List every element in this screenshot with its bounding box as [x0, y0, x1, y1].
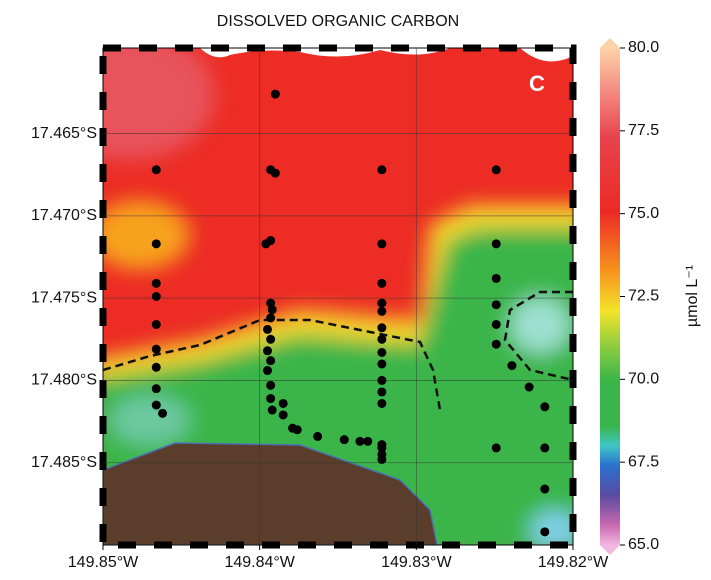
sample-point — [279, 410, 288, 419]
sample-point — [377, 359, 386, 368]
sample-point — [158, 409, 167, 418]
sample-point — [268, 406, 277, 415]
colorbar — [600, 48, 620, 545]
sample-point — [263, 325, 272, 334]
colorbar-label: µmol L⁻¹ — [684, 265, 701, 327]
y-tick-label: 17.480°S — [31, 372, 97, 389]
sample-point — [377, 323, 386, 332]
colorbar-extend — [600, 38, 620, 48]
sample-point — [266, 381, 275, 390]
sample-point — [377, 399, 386, 408]
sample-point — [377, 299, 386, 308]
sample-point — [492, 320, 501, 329]
y-tick-label: 17.475°S — [31, 289, 97, 306]
sample-point — [271, 169, 280, 178]
sample-point — [293, 425, 302, 434]
sample-point — [540, 443, 549, 452]
sample-point — [507, 361, 516, 370]
colorbar-tick-label: 75.0 — [628, 205, 659, 222]
sample-point — [377, 387, 386, 396]
sample-point — [152, 292, 161, 301]
sample-point — [377, 239, 386, 248]
chart: DISSOLVED ORGANIC CARBON C µmol L⁻¹ 149.… — [0, 0, 711, 575]
sample-point — [152, 401, 161, 410]
sample-point — [271, 90, 280, 99]
sample-point — [492, 300, 501, 309]
sample-point — [492, 340, 501, 349]
sample-point — [492, 165, 501, 174]
sample-point — [266, 394, 275, 403]
sample-point — [152, 320, 161, 329]
sample-point — [152, 384, 161, 393]
sample-point — [377, 165, 386, 174]
colorbar-tick-label: 72.5 — [628, 288, 659, 305]
sample-point — [268, 305, 277, 314]
sample-point — [152, 279, 161, 288]
sample-point — [263, 346, 272, 355]
chart-title: DISSOLVED ORGANIC CARBON — [217, 13, 459, 30]
sample-point — [152, 239, 161, 248]
sample-point — [377, 376, 386, 385]
colorbar-tick-label: 80.0 — [628, 39, 659, 56]
y-tick-label: 17.470°S — [31, 207, 97, 224]
sample-point — [492, 443, 501, 452]
y-tick-label: 17.465°S — [31, 125, 97, 142]
sample-point — [540, 485, 549, 494]
sample-point — [266, 313, 275, 322]
sample-point — [540, 527, 549, 536]
sample-point — [340, 435, 349, 444]
x-tick-label: 149.82°W — [538, 554, 609, 571]
sample-point — [377, 348, 386, 357]
sample-point — [152, 165, 161, 174]
field — [45, 30, 590, 560]
y-tick-label: 17.485°S — [31, 454, 97, 471]
sample-point — [261, 239, 270, 248]
x-tick-label: 149.85°W — [68, 554, 139, 571]
panel-label: C — [529, 71, 545, 96]
x-tick-label: 149.84°W — [224, 554, 295, 571]
colorbar-tick-label: 77.5 — [628, 122, 659, 139]
sample-point — [363, 437, 372, 446]
sample-point — [377, 307, 386, 316]
sample-point — [540, 402, 549, 411]
sample-point — [377, 279, 386, 288]
sample-point — [266, 356, 275, 365]
sample-point — [263, 366, 272, 375]
sample-point — [313, 432, 322, 441]
sample-point — [377, 455, 386, 464]
x-tick-label: 149.83°W — [381, 554, 452, 571]
sample-point — [492, 239, 501, 248]
colorbar-tick-label: 65.0 — [628, 536, 659, 553]
sample-point — [152, 363, 161, 372]
sample-point — [279, 399, 288, 408]
sample-point — [525, 383, 534, 392]
sample-point — [377, 335, 386, 344]
sample-point — [266, 335, 275, 344]
sample-point — [355, 437, 364, 446]
colorbar-tick-label: 67.5 — [628, 453, 659, 470]
colorbar-tick-label: 70.0 — [628, 371, 659, 388]
sample-point — [152, 345, 161, 354]
sample-point — [492, 274, 501, 283]
